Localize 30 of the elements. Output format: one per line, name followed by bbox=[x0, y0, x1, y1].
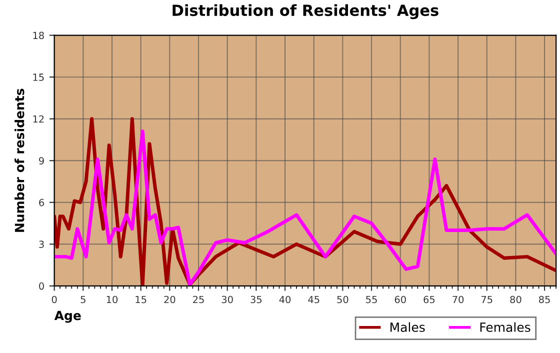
y-tick-label: 18 bbox=[33, 32, 44, 40]
y-tick-label: 9 bbox=[39, 157, 44, 164]
x-tick-label: 20 bbox=[164, 296, 176, 304]
x-tick-label: 0 bbox=[52, 296, 57, 304]
x-tick-label: 10 bbox=[106, 296, 118, 304]
x-tick-label: 25 bbox=[193, 296, 204, 304]
y-tick-label: 15 bbox=[33, 74, 44, 81]
y-axis-title: Number of residents bbox=[14, 88, 24, 232]
y-tick-label: 0 bbox=[39, 282, 44, 290]
x-tick-label: 85 bbox=[539, 296, 550, 304]
x-axis-title: Age bbox=[54, 310, 81, 323]
x-tick-label: 35 bbox=[250, 296, 262, 304]
x-tick-label: 45 bbox=[308, 296, 320, 304]
legend-label: Females bbox=[480, 322, 530, 332]
x-tick-label: 70 bbox=[452, 296, 464, 304]
y-tick-label: 3 bbox=[39, 240, 44, 248]
x-tick-label: 75 bbox=[481, 296, 492, 304]
x-tick-label: 80 bbox=[510, 296, 522, 304]
legend-label: Males bbox=[390, 322, 425, 332]
y-tick-label: 6 bbox=[39, 198, 44, 206]
chart-title: Distribution of Residents' Ages bbox=[172, 4, 438, 20]
x-tick-label: 15 bbox=[136, 296, 146, 304]
y-tick-label: 12 bbox=[33, 115, 44, 123]
x-tick-label: 65 bbox=[424, 296, 435, 304]
x-tick-label: 40 bbox=[279, 296, 291, 304]
x-tick-label: 55 bbox=[366, 296, 377, 304]
x-tick-label: 5 bbox=[80, 296, 86, 304]
x-tick-label: 50 bbox=[337, 296, 348, 304]
x-tick-label: 60 bbox=[394, 296, 406, 304]
x-tick-label: 30 bbox=[222, 296, 233, 304]
